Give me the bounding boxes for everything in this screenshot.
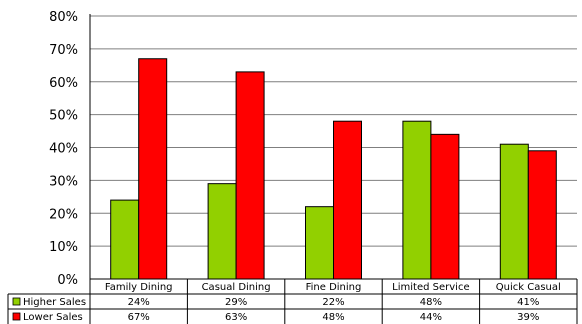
y-tick-label: 40% <box>49 142 78 157</box>
bar-lower-sales <box>430 133 460 280</box>
table-cell: 67% <box>128 312 150 323</box>
y-axis: 0% 10% 20% 30% 40% 50% 60% 70% 80% <box>49 10 91 288</box>
bar-higher-sales <box>499 143 529 280</box>
category-label: Fine Dining <box>306 282 362 293</box>
bar-lower-sales <box>138 58 168 280</box>
bar-lower-sales <box>527 150 557 280</box>
bar-higher-sales <box>402 120 432 280</box>
table-cell: 29% <box>225 297 247 308</box>
y-tick-label: 10% <box>49 240 78 255</box>
y-tick-label: 70% <box>49 43 78 58</box>
table-cell: 24% <box>128 297 150 308</box>
y-tick-label: 80% <box>49 10 78 25</box>
category-label: Limited Service <box>392 282 469 293</box>
legend-swatch <box>12 312 21 321</box>
table-cell: 41% <box>517 297 539 308</box>
table-cell: 48% <box>322 312 344 323</box>
y-tick-label: 60% <box>49 76 78 91</box>
legend-swatch <box>12 297 21 306</box>
table-cell: 63% <box>225 312 247 323</box>
bar-lower-sales <box>235 71 265 280</box>
y-tick-label: 50% <box>49 109 78 124</box>
bars <box>110 58 557 280</box>
legend-label: Higher Sales <box>23 297 86 308</box>
table-cell: 39% <box>517 312 539 323</box>
y-tick-label: 20% <box>49 207 78 222</box>
bar-higher-sales <box>207 183 237 280</box>
legend-label: Lower Sales <box>23 312 83 323</box>
y-tick-label: 30% <box>49 174 78 189</box>
bar-higher-sales <box>110 199 140 280</box>
category-label: Family Dining <box>105 282 173 293</box>
table-cell: 22% <box>322 297 344 308</box>
data-table: Family Dining Casual Dining Fine Dining Lim… <box>7 279 578 324</box>
y-tick-label: 0% <box>57 273 78 288</box>
bar-lower-sales <box>333 120 362 280</box>
table-cell: 44% <box>420 312 442 323</box>
category-label: Quick Casual <box>496 282 561 293</box>
bar-higher-sales <box>305 206 334 280</box>
table-cell: 48% <box>420 297 442 308</box>
category-label: Casual Dining <box>202 282 271 293</box>
